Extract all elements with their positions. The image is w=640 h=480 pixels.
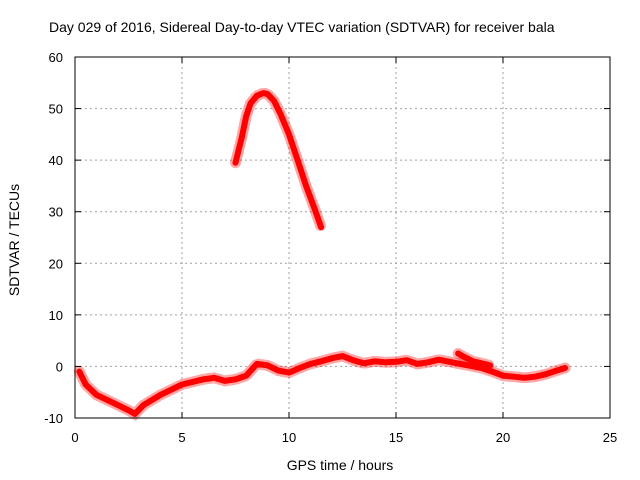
data-series: [73, 87, 571, 421]
y-tick-label: 60: [49, 50, 63, 65]
y-tick-label: 50: [49, 102, 63, 117]
y-tick-label: 30: [49, 205, 63, 220]
y-tick-label: 0: [56, 359, 63, 374]
y-tick-label: 40: [49, 153, 63, 168]
grid-lines: [75, 57, 610, 418]
series-line-segment: [455, 350, 494, 369]
y-tick-label: 20: [49, 256, 63, 271]
plot-frame: [74, 56, 611, 419]
series-line-peak: [232, 90, 325, 231]
x-tick-label: 15: [389, 430, 403, 445]
series-line-baseline: [76, 353, 569, 417]
x-axis-label: GPS time / hours: [287, 457, 394, 473]
series-noise-peak: [230, 87, 327, 233]
x-tick-label: 25: [603, 430, 617, 445]
x-tick-label: 10: [282, 430, 296, 445]
x-tick-label: 0: [71, 430, 78, 445]
y-tick-label: 10: [49, 308, 63, 323]
x-tick-label: 20: [496, 430, 510, 445]
chart-title: Day 029 of 2016, Sidereal Day-to-day VTE…: [49, 19, 555, 35]
axis-ticks: 0 5 10 15 20 25 -10 0 10 20 30 40 50 60: [44, 50, 617, 445]
series-noise-segment: [452, 348, 496, 371]
y-tick-label: -10: [44, 411, 63, 426]
x-tick-label: 5: [178, 430, 185, 445]
y-axis-label: SDTVAR / TECUs: [6, 184, 22, 296]
series-noise-baseline: [73, 350, 571, 421]
